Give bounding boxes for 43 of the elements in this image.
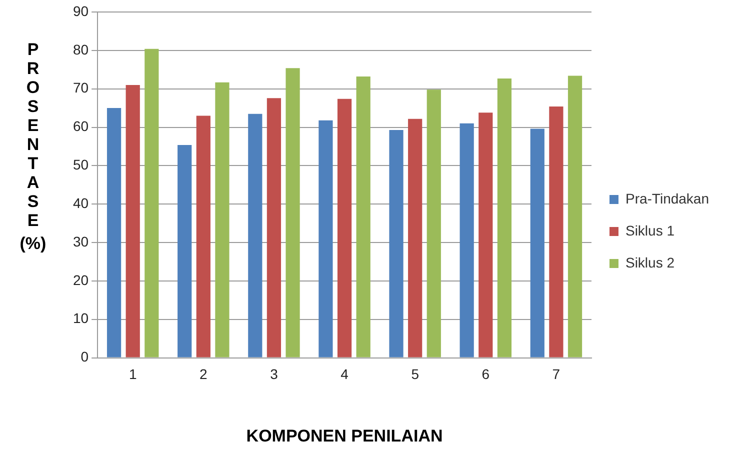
x-tick-label: 2: [200, 366, 208, 382]
bar: [497, 78, 512, 358]
bar: [215, 82, 230, 358]
bar: [144, 48, 159, 358]
bar: [337, 98, 352, 358]
y-tick-label: 50: [72, 156, 89, 173]
bar: [356, 76, 370, 358]
bar: [318, 120, 333, 358]
bar: [478, 112, 493, 358]
x-tick-label: 6: [482, 366, 490, 382]
y-tick-label: 70: [72, 80, 89, 96]
legend-label: Pra-Tindakan: [625, 190, 710, 206]
legend-label: Siklus 1: [625, 222, 675, 238]
y-tick-label: 20: [72, 272, 89, 288]
bar: [266, 98, 282, 358]
bar: [549, 106, 564, 358]
y-tick-label: 10: [72, 310, 89, 326]
y-tick-label: 40: [72, 194, 89, 211]
bar: [426, 90, 441, 358]
bar: [126, 85, 140, 358]
legend-label: Siklus 2: [625, 254, 675, 270]
bar: [530, 128, 544, 358]
y-tick-label: 60: [72, 118, 89, 134]
bar: [106, 108, 122, 358]
bar: [460, 123, 474, 358]
bar: [178, 144, 192, 358]
bar: [568, 76, 582, 358]
y-tick-label: 30: [72, 233, 89, 250]
bar: [389, 130, 404, 358]
y-tick-label: 80: [72, 41, 89, 58]
x-tick-label: 5: [411, 366, 420, 382]
y-axis-title: PROSENTASE (%): [18, 40, 48, 253]
x-axis-title: KOMPONEN PENILAIAN: [246, 426, 443, 446]
y-tick-label: 0: [80, 348, 89, 365]
x-tick-label: 1: [128, 366, 137, 382]
y-tick-label: 90: [72, 2, 89, 19]
bar: [286, 68, 300, 358]
x-tick-label: 4: [340, 366, 349, 382]
x-tick-label: 7: [552, 366, 560, 382]
bar: [248, 114, 262, 358]
bar: [196, 116, 210, 358]
bar: [408, 118, 422, 358]
x-tick-label: 3: [270, 366, 278, 382]
